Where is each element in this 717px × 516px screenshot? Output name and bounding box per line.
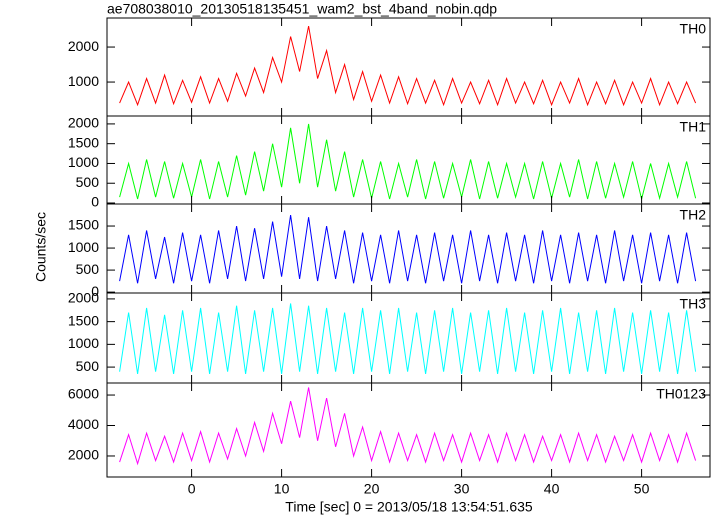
y-tick-label: 0 <box>91 283 99 299</box>
y-tick-label: 0 <box>91 194 99 210</box>
x-tick-label: 0 <box>188 481 196 497</box>
y-tick-label: 500 <box>76 358 100 374</box>
series-label: TH3 <box>680 296 707 312</box>
y-tick-label: 1000 <box>68 239 99 255</box>
panel-frame <box>106 382 711 478</box>
x-tick-label: 50 <box>634 481 650 497</box>
y-tick-label: 1000 <box>68 335 99 351</box>
y-tick-label: 2000 <box>68 38 99 54</box>
panel-frame <box>106 292 711 384</box>
chart-title: ae708038010_20130518135451_wam2_bst_4ban… <box>107 1 497 17</box>
y-tick-label: 2000 <box>68 290 99 306</box>
data-line <box>119 123 697 201</box>
y-tick-label: 2000 <box>68 447 99 463</box>
y-tick-label: 1000 <box>68 154 99 170</box>
x-tick-label: 30 <box>454 481 470 497</box>
x-tick-label: 40 <box>544 481 560 497</box>
y-tick-label: 4000 <box>68 416 99 432</box>
data-line <box>119 214 697 284</box>
series-label: TH0123 <box>656 386 706 402</box>
series-label: TH0 <box>680 21 707 37</box>
x-tick-label: 10 <box>274 481 290 497</box>
series-label: TH1 <box>680 119 707 135</box>
data-line <box>119 25 697 107</box>
series-label: TH2 <box>680 207 707 223</box>
y-tick-label: 6000 <box>68 386 99 402</box>
y-tick-label: 500 <box>76 174 100 190</box>
y-tick-label: 1500 <box>68 312 99 328</box>
x-tick-label: 20 <box>364 481 380 497</box>
y-axis-label: Counts/sec <box>33 212 49 282</box>
data-line <box>119 387 697 466</box>
panel-frame <box>106 115 711 205</box>
y-tick-label: 500 <box>76 261 100 277</box>
x-axis-label: Time [sec] 0 = 2013/05/18 13:54:51.635 <box>285 499 533 515</box>
y-tick-label: 2000 <box>68 115 99 131</box>
y-tick-label: 1500 <box>68 134 99 150</box>
y-tick-label: 1500 <box>68 217 99 233</box>
data-line <box>119 303 697 374</box>
y-tick-label: 1000 <box>68 73 99 89</box>
